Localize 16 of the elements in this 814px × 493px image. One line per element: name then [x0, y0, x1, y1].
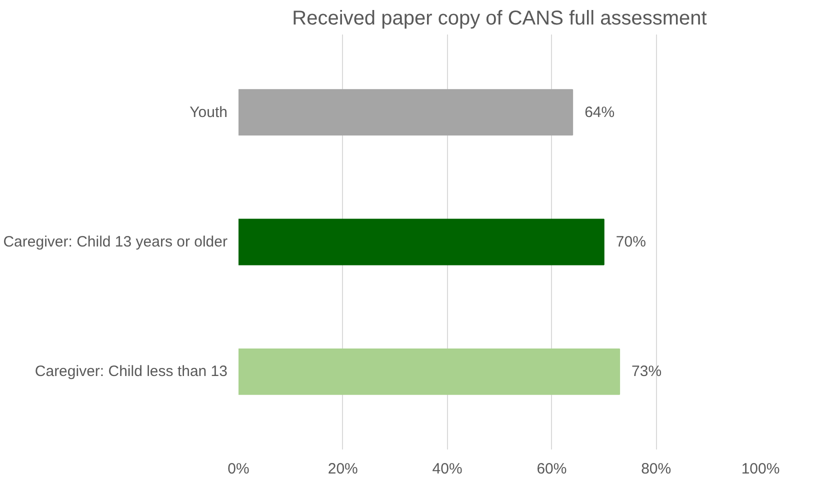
data-label: 73% [632, 363, 662, 380]
chart-title: Received paper copy of CANS full assessment [292, 8, 708, 30]
bar [238, 218, 604, 266]
x-tick-label: 20% [328, 460, 358, 478]
y-tick-label: Caregiver: Child less than 13 [34, 363, 228, 380]
bar [238, 89, 574, 136]
y-tick-label: Caregiver: Child 13 years or older [3, 234, 228, 250]
data-label: 70% [616, 234, 646, 250]
data-label: 64% [584, 104, 615, 121]
x-tick-label: 40% [432, 460, 462, 478]
x-tick-label: 60% [536, 460, 567, 478]
x-tick-label: 0% [228, 460, 250, 478]
x-tick-label: 100% [741, 460, 780, 478]
y-tick-label: Youth [190, 104, 228, 121]
bar [238, 348, 620, 395]
x-tick-label: 80% [641, 460, 672, 478]
